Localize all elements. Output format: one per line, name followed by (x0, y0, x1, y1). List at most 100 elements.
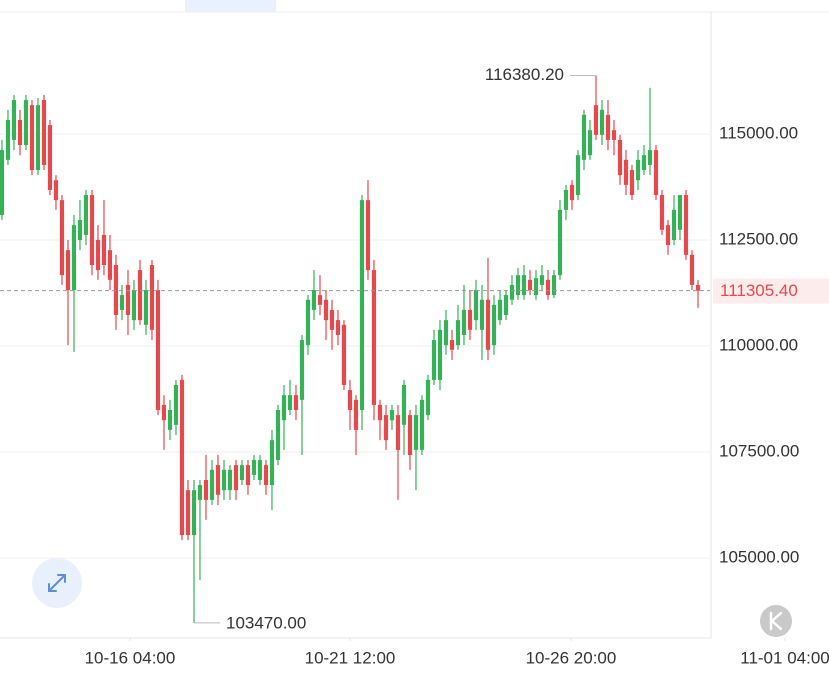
candle-body (617, 139, 623, 176)
active-tab-highlight (185, 0, 276, 12)
candle-body (287, 395, 293, 411)
candle-body (131, 290, 137, 321)
candle-body (479, 299, 485, 330)
candle-body (59, 200, 65, 276)
candle-body (467, 309, 473, 330)
y-tick-label: 115000.00 (719, 123, 798, 142)
x-tick-label: 11-01 04:00 (740, 648, 829, 667)
candle-body (671, 209, 677, 240)
candle-body (377, 404, 383, 421)
candle-body (695, 284, 701, 291)
y-tick-label: 112500.00 (719, 229, 798, 248)
candle-body (251, 460, 257, 475)
candle-body (293, 395, 299, 411)
candle-body (581, 114, 587, 160)
candle-body (551, 275, 557, 296)
candle-body (35, 105, 41, 171)
candles (0, 75, 701, 623)
candle-body (323, 299, 329, 321)
candle-body (215, 465, 221, 495)
candle-body (149, 265, 155, 330)
candle-body (629, 170, 635, 196)
candle-body (239, 465, 245, 480)
k-button-bg[interactable] (760, 605, 792, 637)
candle-body (245, 465, 251, 486)
candle-body (335, 320, 341, 335)
candle-body (341, 324, 347, 385)
candle-body (227, 469, 233, 491)
candle-body (521, 275, 527, 296)
candle-body (533, 278, 539, 296)
candle-body (605, 114, 611, 140)
candle-body (587, 130, 593, 156)
y-tick-label: 110000.00 (719, 335, 798, 354)
candle-body (161, 404, 167, 421)
candle-body (395, 415, 401, 450)
candle-body (515, 275, 521, 296)
candle-body (545, 279, 551, 296)
candle-body (173, 384, 179, 425)
candle-body (683, 195, 689, 255)
candle-body (107, 250, 113, 280)
candle-body (665, 225, 671, 246)
candle-body (419, 399, 425, 450)
candle-body (281, 395, 287, 421)
candle-body (305, 299, 311, 346)
candle-body (95, 239, 101, 271)
min-label: 103470.00 (226, 613, 306, 632)
candle-body (275, 410, 281, 461)
candle-body (311, 290, 317, 310)
candle-body (65, 250, 71, 291)
candle-body (437, 329, 443, 380)
candle-body (359, 200, 365, 411)
last-price-box (713, 278, 829, 304)
x-tick-label: 10-26 20:00 (526, 648, 617, 667)
candle-body (503, 295, 509, 316)
candle-body (635, 159, 641, 181)
expand-icon[interactable] (48, 574, 66, 592)
candle-body (299, 340, 305, 400)
candle-body (401, 384, 407, 425)
candle-body (191, 490, 197, 536)
candle-body (83, 195, 89, 235)
candle-body (413, 415, 419, 450)
candle-body (599, 109, 605, 135)
candle-body (17, 119, 23, 146)
candle-body (329, 309, 335, 330)
expand-button[interactable] (32, 558, 82, 608)
candle-body (203, 479, 209, 500)
candle-body (125, 284, 131, 316)
candle-body (137, 270, 143, 321)
candle-body (449, 340, 455, 350)
candle-body (689, 254, 695, 285)
candle-body (569, 184, 575, 201)
candle-body (425, 379, 431, 416)
candle-body (653, 150, 659, 196)
candle-body (179, 379, 185, 536)
candle-body (365, 200, 371, 271)
candle-body (593, 105, 599, 135)
candle-body (677, 195, 683, 230)
candle-body (347, 390, 353, 411)
candle-body (557, 209, 563, 276)
candle-body (167, 410, 173, 430)
last-price-label: 111305.40 (720, 281, 798, 300)
candle-body (101, 234, 107, 266)
k-button[interactable] (760, 605, 792, 637)
candle-body (461, 309, 467, 335)
candle-body (473, 290, 479, 321)
candle-body (53, 180, 59, 201)
candle-body (41, 100, 47, 165)
candle-body (383, 415, 389, 441)
candle-body (575, 155, 581, 196)
candle-body (623, 159, 629, 185)
candle-body (5, 119, 11, 160)
candle-body (77, 220, 83, 240)
candle-body (119, 295, 125, 310)
candle-body (431, 340, 437, 380)
candle-body (407, 415, 413, 455)
k-icon[interactable] (769, 611, 783, 631)
candle-body (221, 469, 227, 491)
candle-body (611, 130, 617, 140)
